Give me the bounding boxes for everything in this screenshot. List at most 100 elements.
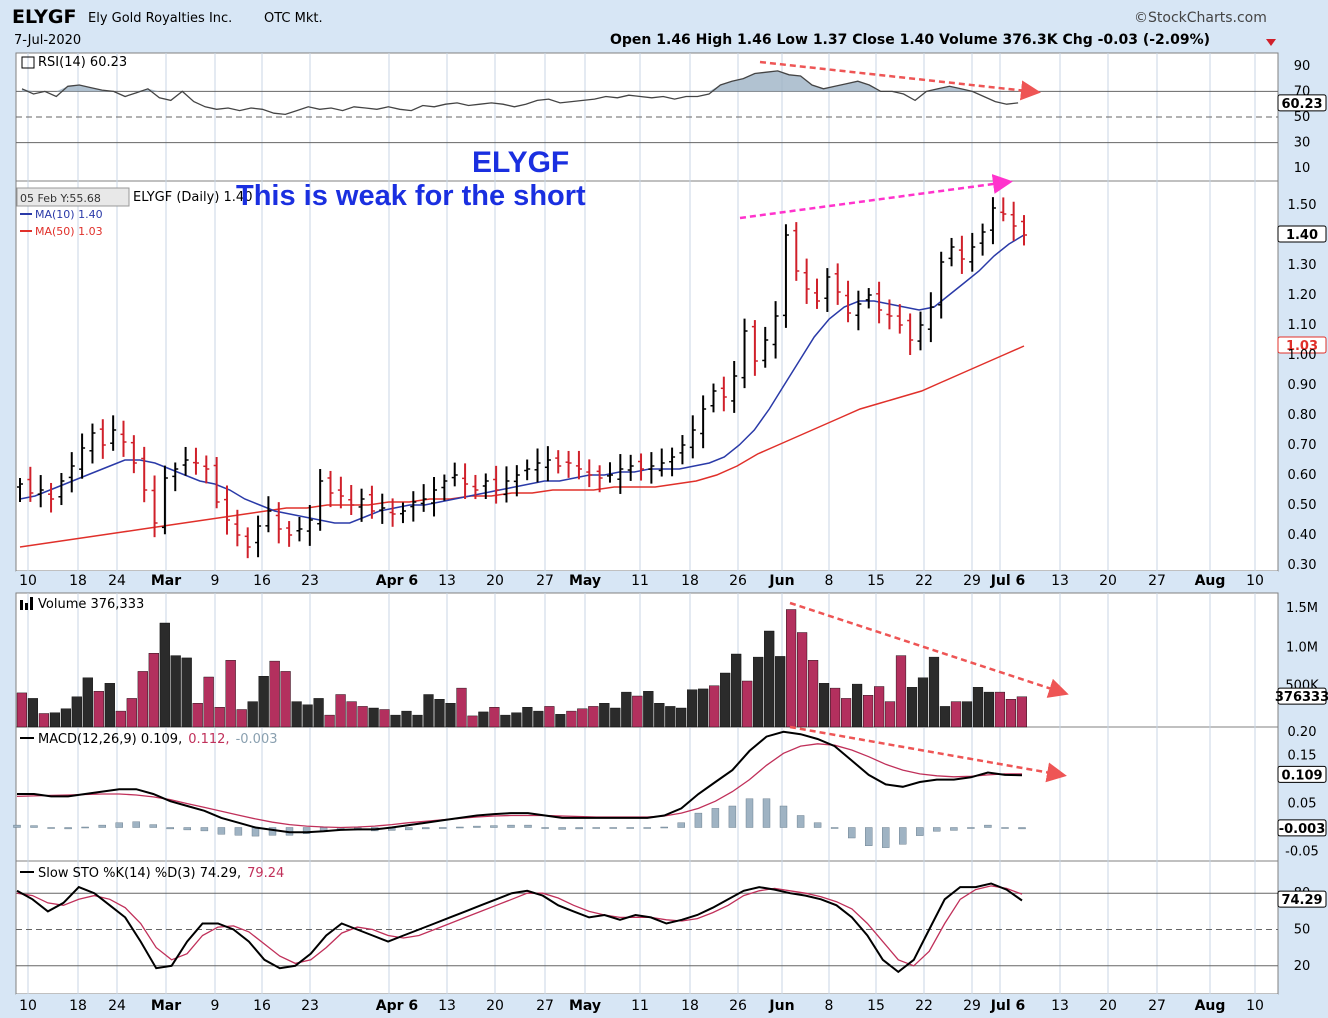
x-tick-label: Jun: [768, 573, 794, 589]
y-value-box: [1277, 94, 1327, 112]
volume-bar: [555, 714, 566, 728]
date-axis-bottom: [16, 994, 1278, 1018]
x-tick-label: 20: [486, 998, 504, 1014]
macd-histogram-bar: [507, 824, 515, 828]
volume-bar: [16, 692, 28, 728]
x-tick-label: 16: [253, 998, 271, 1014]
annotation-title: ELYGF: [472, 146, 570, 179]
rsi-overbought-fill: [22, 70, 1019, 92]
rsi-icon: [21, 56, 35, 69]
tooltip-box: [16, 187, 130, 207]
x-tick-label: 20: [486, 573, 504, 589]
volume-bar: [203, 676, 214, 728]
volume-bar: [709, 685, 720, 728]
y-value-box: [1277, 890, 1327, 908]
y-tick-label: 1.10: [1288, 318, 1317, 333]
sto-d-line: [16, 885, 1023, 967]
volume-bars-icon: [20, 597, 33, 610]
volume-bar: [401, 710, 412, 728]
volume-bar: [577, 708, 588, 728]
volume-bar: [808, 660, 819, 728]
y-tick-label: 1.5M: [1286, 601, 1318, 616]
volume-bar: [478, 711, 489, 728]
y-tick-label: 1.30: [1288, 258, 1317, 273]
volume-bar: [939, 706, 951, 728]
x-tick-label: 22: [915, 998, 933, 1014]
y-tick-label: 0.80: [1288, 408, 1317, 423]
macd-histogram-bar: [234, 827, 243, 836]
macd-histogram-bar: [848, 827, 856, 839]
volume-bar: [115, 710, 126, 728]
macd-series: [13, 730, 1026, 848]
y-tick-label: 0.30: [1288, 558, 1317, 573]
macd-histogram-bar: [200, 827, 209, 832]
y-tick-label: 0.05: [1288, 797, 1317, 812]
x-tick-label: Apr 6: [376, 573, 418, 589]
x-tick-label: May: [569, 573, 601, 589]
macd-histogram-bar: [1001, 827, 1009, 829]
ma10-legend: MA(10) 1.40: [35, 208, 103, 221]
macd-histogram-bar: [47, 827, 55, 829]
volume-bar: [643, 691, 654, 728]
y-tick-label: -0.003: [1279, 822, 1326, 837]
x-tick-label: 8: [825, 573, 834, 589]
y-tick-label: 0.109: [1281, 768, 1322, 783]
volume-bar: [720, 672, 731, 728]
x-tick-label: 26: [729, 573, 747, 589]
macd-histogram-bar: [933, 827, 941, 832]
macd-histogram-bar: [796, 815, 805, 828]
x-tick-label: 9: [211, 998, 220, 1014]
volume-bar: [170, 655, 181, 728]
macd-histogram-bar: [865, 827, 873, 846]
exchange: OTC Mkt.: [264, 11, 323, 26]
x-tick-label: 20: [1099, 573, 1117, 589]
x-tick-label: Jul 6: [990, 573, 1026, 589]
volume-bar: [874, 686, 885, 728]
macd-histogram-bar: [541, 827, 549, 829]
x-tick-label: 27: [1148, 573, 1166, 589]
macd-legend: MACD(12,26,9) 0.109, 0.112, -0.003: [38, 732, 278, 747]
x-tick-label: 10: [1246, 573, 1264, 589]
volume-legend: Volume 376,333: [38, 597, 144, 612]
volume-bar: [335, 694, 346, 728]
volume-bar: [906, 687, 918, 728]
date-label: 7-Jul-2020: [14, 33, 82, 48]
volume-bar: [38, 713, 50, 728]
volume-bar: [610, 707, 621, 728]
macd-histogram-bar: [422, 827, 430, 830]
x-tick-label: May: [569, 998, 601, 1014]
macd-histogram-bar: [98, 824, 106, 828]
volume-bar: [357, 706, 368, 728]
macd-histogram-bar: [830, 827, 839, 829]
y-tick-label: 74.29: [1281, 893, 1322, 908]
volume-bar: [368, 707, 379, 728]
rsi-line: [21, 70, 1019, 116]
y-tick-label: 0.20: [1288, 725, 1317, 740]
macd-histogram-bar: [149, 824, 158, 828]
volume-bar: [434, 699, 445, 728]
x-tick-label: 20: [1099, 998, 1117, 1014]
macd-histogram-bar: [626, 827, 634, 829]
x-tick-label: Aug: [1195, 573, 1226, 589]
x-tick-label: 11: [631, 573, 649, 589]
macd-histogram-bar: [115, 822, 123, 828]
volume-bar: [632, 695, 643, 728]
x-tick-label: 26: [729, 998, 747, 1014]
x-tick-label: 8: [825, 998, 834, 1014]
y-tick-label: 50: [1294, 110, 1311, 125]
volume-bar: [928, 656, 940, 728]
x-tick-label: 22: [915, 573, 933, 589]
macd-histogram-bar: [660, 826, 668, 829]
volume-bar: [467, 715, 478, 728]
macd-histogram-bar: [592, 827, 600, 829]
macd-line: [17, 730, 1023, 834]
x-tick-label: Apr 6: [376, 998, 418, 1014]
volume-bar: [830, 687, 841, 728]
volume-bar: [698, 688, 709, 728]
rsi-legend: RSI(14) 60.23: [38, 55, 127, 70]
y-tick-label: 50: [1294, 923, 1311, 938]
date-axis-top: [16, 571, 1278, 591]
volume-bar: [884, 701, 896, 728]
volume-bar: [852, 683, 863, 728]
